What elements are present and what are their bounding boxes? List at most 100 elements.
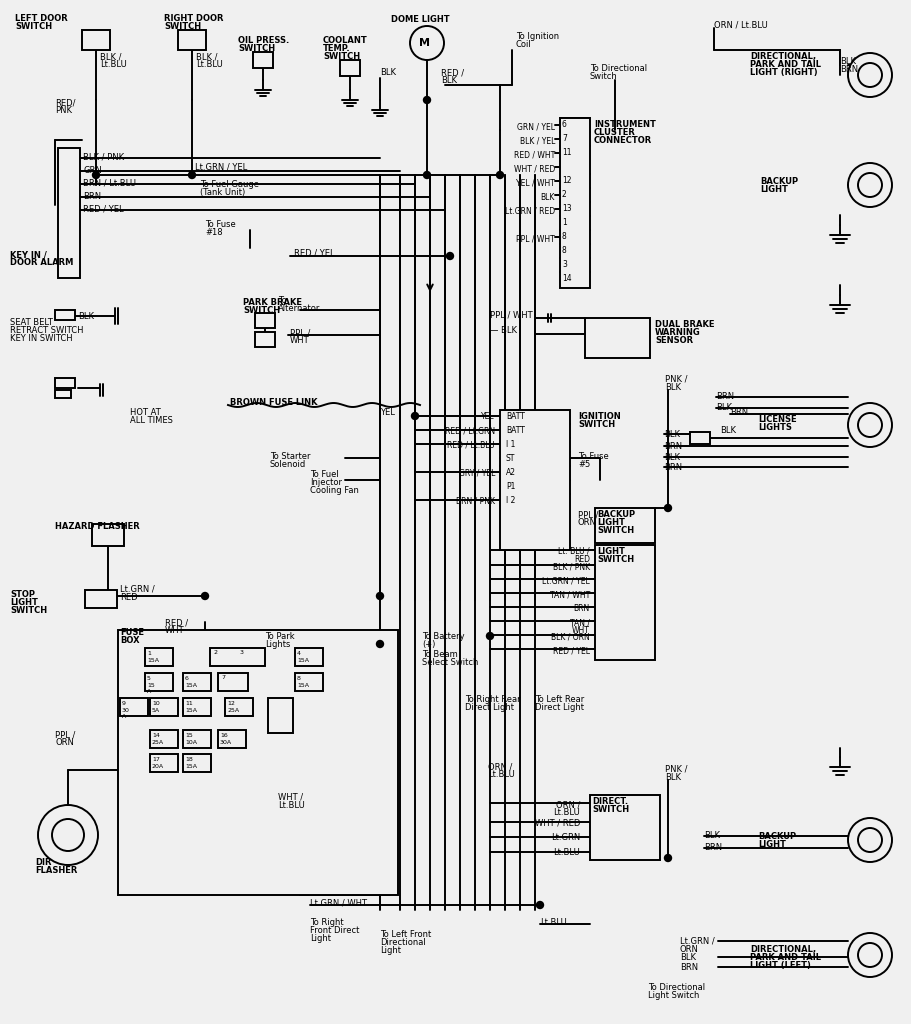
Text: SWITCH: SWITCH <box>243 306 280 315</box>
Bar <box>150 730 178 748</box>
Text: Alternator: Alternator <box>278 304 321 313</box>
Text: 14: 14 <box>562 274 571 283</box>
Circle shape <box>858 413 882 437</box>
Circle shape <box>201 593 209 599</box>
Text: To Right: To Right <box>310 918 343 927</box>
Text: 18: 18 <box>185 757 193 762</box>
Text: Lt.BLU: Lt.BLU <box>100 60 127 69</box>
Text: DOME LIGHT: DOME LIGHT <box>391 15 449 24</box>
Circle shape <box>537 901 544 908</box>
Text: PNK /: PNK / <box>665 375 688 384</box>
Text: (+): (+) <box>422 640 435 649</box>
Text: BATT: BATT <box>506 426 525 435</box>
Text: M: M <box>419 38 430 48</box>
Text: TAN /: TAN / <box>570 618 590 627</box>
Text: HOT AT: HOT AT <box>130 408 160 417</box>
Text: RED / Lt.BLU: RED / Lt.BLU <box>447 440 495 449</box>
Text: 15
A: 15 A <box>147 683 155 694</box>
Text: PNK: PNK <box>55 106 72 115</box>
Circle shape <box>93 171 99 178</box>
Text: RED / WHT: RED / WHT <box>514 151 555 160</box>
Text: 15A: 15A <box>297 658 309 663</box>
Text: ORN: ORN <box>55 738 74 746</box>
Text: To Battery: To Battery <box>422 632 465 641</box>
Text: RETRACT SWITCH: RETRACT SWITCH <box>10 326 84 335</box>
Text: I 2: I 2 <box>506 496 516 505</box>
Text: BLK: BLK <box>664 453 680 462</box>
Bar <box>340 60 360 76</box>
Text: Lt.GRN: Lt.GRN <box>551 833 580 842</box>
Text: To Right Rear: To Right Rear <box>465 695 520 705</box>
Text: WARNING: WARNING <box>655 328 701 337</box>
Bar <box>560 118 590 288</box>
Circle shape <box>376 593 384 599</box>
Text: ST: ST <box>506 454 516 463</box>
Circle shape <box>848 818 892 862</box>
Text: Lt.BLU: Lt.BLU <box>553 848 580 857</box>
Text: BRN / PNK: BRN / PNK <box>456 496 495 505</box>
Text: 15A: 15A <box>185 708 197 713</box>
Text: 25A: 25A <box>227 708 239 713</box>
Text: BLK: BLK <box>380 68 396 77</box>
Text: BLK: BLK <box>540 193 555 202</box>
Bar <box>295 648 323 666</box>
Text: BRN: BRN <box>83 193 101 201</box>
Text: Front Direct: Front Direct <box>310 926 359 935</box>
Text: Lt.BLU: Lt.BLU <box>278 801 305 810</box>
Text: 10: 10 <box>152 701 159 706</box>
Text: 12: 12 <box>227 701 235 706</box>
Text: 12: 12 <box>562 176 571 185</box>
Text: I 1: I 1 <box>506 440 516 449</box>
Bar <box>595 545 655 660</box>
Text: Lt.GRN /: Lt.GRN / <box>680 937 715 946</box>
Text: Lt.GRN /: Lt.GRN / <box>120 585 155 594</box>
Text: Switch: Switch <box>590 72 618 81</box>
Circle shape <box>376 640 384 647</box>
Text: WHT / RED: WHT / RED <box>514 165 555 174</box>
Circle shape <box>424 171 431 178</box>
Text: PPL /: PPL / <box>55 730 76 739</box>
Bar <box>150 754 178 772</box>
Text: BACKUP: BACKUP <box>758 831 796 841</box>
Text: Lt.GRN / WHT: Lt.GRN / WHT <box>310 898 367 907</box>
Circle shape <box>848 53 892 97</box>
Text: BOX: BOX <box>120 636 139 645</box>
Circle shape <box>848 933 892 977</box>
Text: 4: 4 <box>297 651 301 656</box>
Text: YEL: YEL <box>380 408 394 417</box>
Circle shape <box>410 26 444 60</box>
Text: BACKUP: BACKUP <box>760 177 798 186</box>
Text: 30
A: 30 A <box>122 708 130 719</box>
Text: 11: 11 <box>562 148 571 157</box>
Circle shape <box>848 403 892 447</box>
Text: 13: 13 <box>562 204 571 213</box>
Text: Injector: Injector <box>310 478 342 487</box>
Text: Select Switch: Select Switch <box>422 658 478 667</box>
Circle shape <box>664 854 671 861</box>
Text: SWITCH: SWITCH <box>597 526 634 535</box>
Text: DIR: DIR <box>35 858 52 867</box>
Bar <box>253 52 273 68</box>
Text: 3: 3 <box>562 260 567 269</box>
Text: Lt.GRN / YEL: Lt.GRN / YEL <box>542 575 590 585</box>
Text: To Directional: To Directional <box>590 63 647 73</box>
Text: BRN: BRN <box>716 392 734 401</box>
Text: BLK: BLK <box>78 312 94 321</box>
Text: PPL / WHT: PPL / WHT <box>517 234 555 244</box>
Text: Solenoid: Solenoid <box>270 460 306 469</box>
Text: LIGHTS: LIGHTS <box>758 423 792 432</box>
Text: Light: Light <box>310 934 331 943</box>
Text: RED: RED <box>120 593 138 602</box>
Text: WHT /: WHT / <box>278 793 303 802</box>
Bar <box>58 148 80 278</box>
Text: Cooling Fan: Cooling Fan <box>310 486 359 495</box>
Text: SWITCH: SWITCH <box>597 555 634 564</box>
Text: To Left Front: To Left Front <box>380 930 431 939</box>
Bar <box>183 673 211 691</box>
Text: Lt. BLU /: Lt. BLU / <box>558 547 590 556</box>
Circle shape <box>858 943 882 967</box>
Bar <box>295 673 323 691</box>
Text: #18: #18 <box>205 228 222 237</box>
Text: 6: 6 <box>185 676 189 681</box>
Circle shape <box>38 805 98 865</box>
